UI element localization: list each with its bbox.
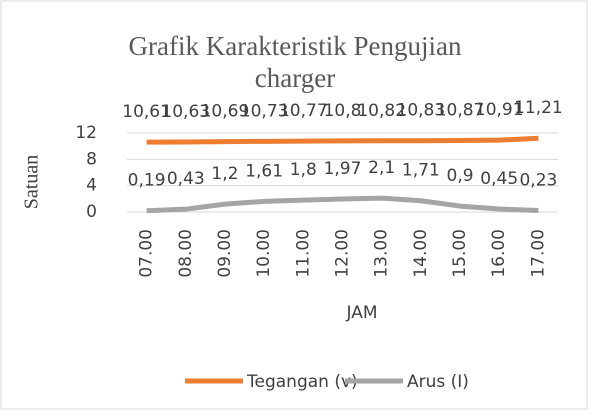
data-label: 1,2 xyxy=(211,164,238,184)
data-label: 1,61 xyxy=(245,161,283,181)
x-tick-label: 12.00 xyxy=(333,229,353,278)
series-line xyxy=(146,135,539,145)
x-tick-label: 09.00 xyxy=(215,229,235,278)
data-label: 10,63 xyxy=(161,102,210,122)
x-tick-label: 10.00 xyxy=(254,229,274,278)
y-tick-label: 0 xyxy=(86,202,97,222)
x-tick-label: 11.00 xyxy=(293,229,313,278)
data-label: 0,19 xyxy=(128,171,166,191)
series-line xyxy=(146,195,539,214)
data-label: 10,77 xyxy=(279,101,328,121)
legend-label: Arus (I) xyxy=(407,372,469,392)
y-tick-label: 4 xyxy=(86,176,97,196)
x-axis-label: JAM xyxy=(345,303,377,323)
data-label: 1,8 xyxy=(290,160,317,180)
legend-label: Tegangan (v) xyxy=(246,372,358,392)
data-label: 10,91 xyxy=(475,100,524,120)
x-tick-label: 16.00 xyxy=(489,229,509,278)
data-label: 10,61 xyxy=(122,102,171,122)
data-label: 10,87 xyxy=(436,100,485,120)
x-tick-label: 07.00 xyxy=(137,229,157,278)
data-label: 1,97 xyxy=(324,159,362,179)
y-tick-label: 8 xyxy=(86,149,97,169)
data-label: 10,73 xyxy=(240,101,289,121)
data-label: 10,83 xyxy=(397,101,446,121)
data-label: 0,43 xyxy=(167,169,205,189)
data-label: 10,82 xyxy=(357,101,406,121)
data-label: 10,69 xyxy=(201,102,250,122)
data-label: 11,21 xyxy=(514,98,563,118)
data-label: 10,8 xyxy=(324,101,362,121)
y-tick-label: 12 xyxy=(75,123,97,143)
y-axis-label: Satuan xyxy=(21,155,43,209)
data-label: 1,71 xyxy=(402,161,440,181)
x-tick-label: 14.00 xyxy=(411,229,431,278)
x-tick-label: 15.00 xyxy=(450,229,470,278)
data-label: 2,1 xyxy=(368,158,395,178)
data-label: 0,45 xyxy=(480,169,518,189)
data-label: 0,23 xyxy=(519,170,557,190)
chart-title: Grafik Karakteristik Pengujian charger xyxy=(128,31,462,93)
x-tick-label: 17.00 xyxy=(528,229,548,278)
x-tick-label: 13.00 xyxy=(372,229,392,278)
data-label: 0,9 xyxy=(447,166,474,186)
x-tick-label: 08.00 xyxy=(176,229,196,278)
